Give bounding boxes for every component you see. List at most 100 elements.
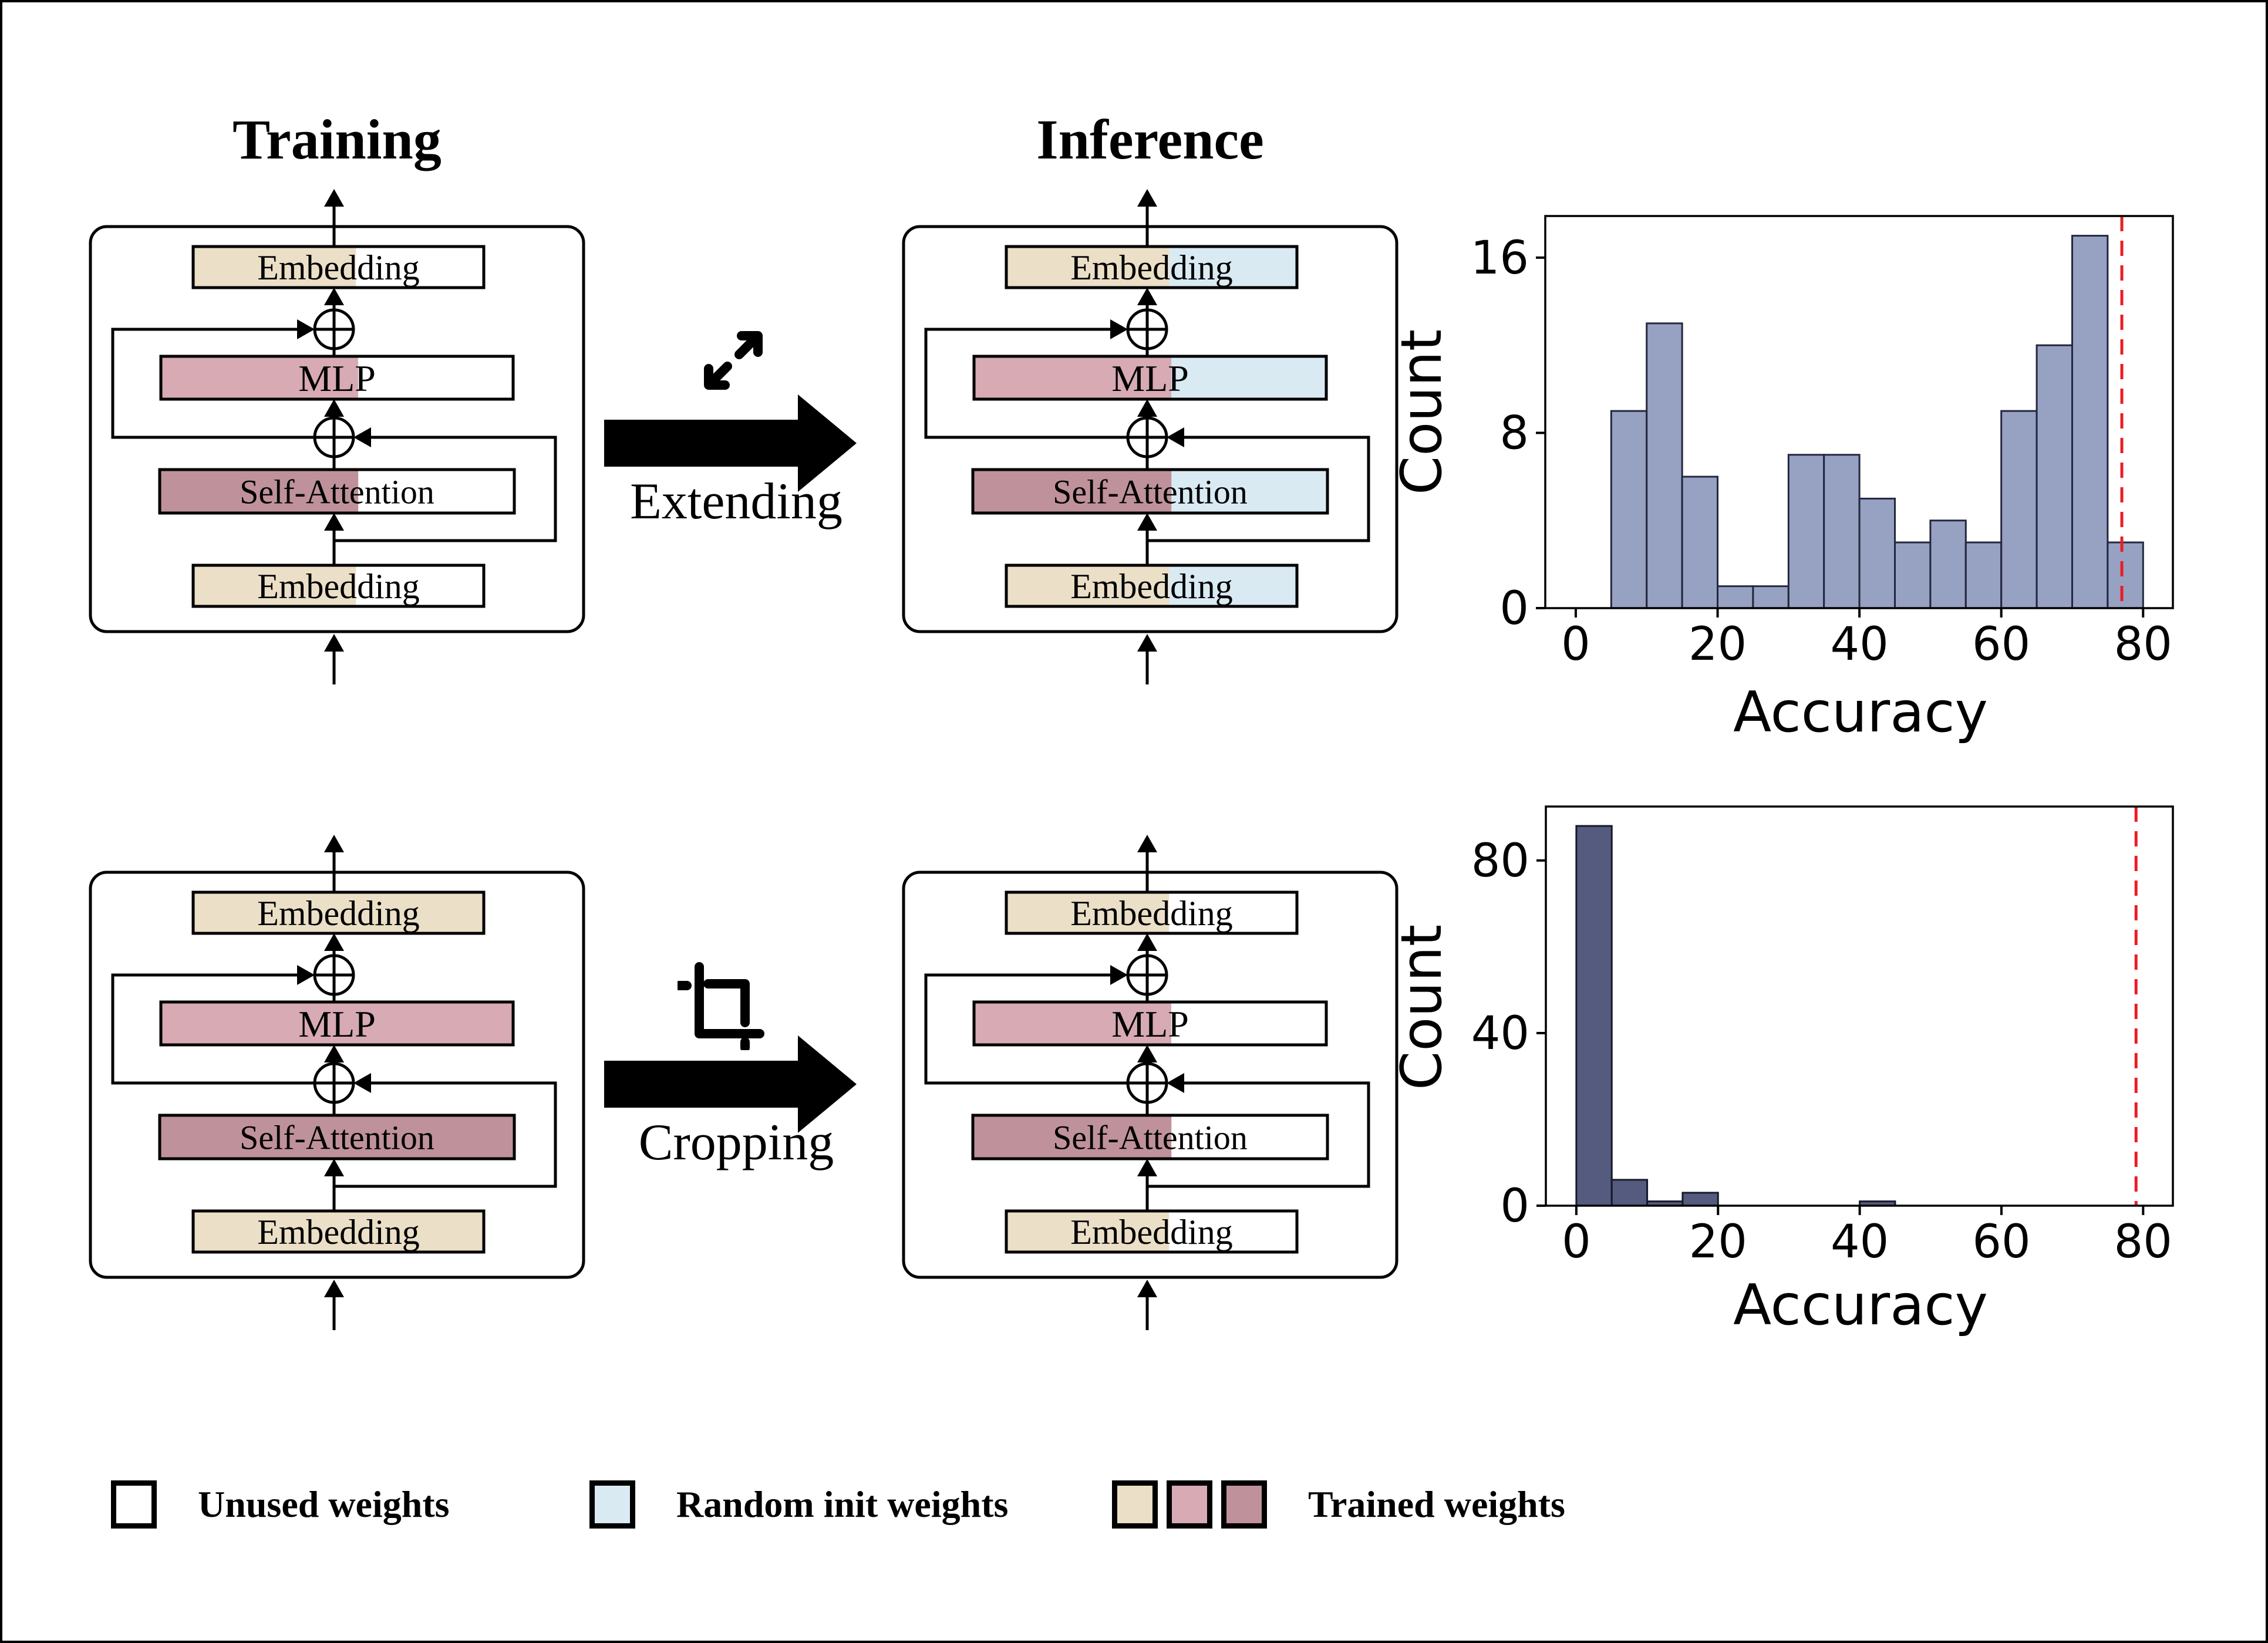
trained-portion	[1006, 247, 1170, 288]
y-tick-label: 0	[1500, 1180, 1529, 1233]
arrowhead-icon	[1167, 1073, 1184, 1093]
y-tick-label: 40	[1471, 1007, 1529, 1060]
block-label: Self-Attention	[240, 1118, 434, 1156]
block-border	[972, 1000, 1328, 1047]
transform-label-extending: Extending	[630, 473, 843, 530]
arrowhead-icon	[353, 1073, 371, 1093]
trained-portion	[160, 470, 359, 513]
histogram-bar	[2071, 235, 2109, 609]
legend-item-trained: Trained weights	[1112, 1480, 1565, 1529]
block-label: Embedding	[1070, 894, 1233, 933]
input-arrow-icon	[324, 1280, 344, 1297]
y-tick-label: 8	[1499, 407, 1529, 460]
block-label: Embedding	[1070, 1213, 1233, 1251]
histogram-bar	[1610, 1179, 1649, 1207]
block-border	[1005, 564, 1299, 608]
histogram-bar	[1858, 497, 1896, 609]
histogram-bar	[1717, 585, 1754, 609]
expand-arrows-icon	[704, 331, 763, 390]
output-arrow-icon	[1137, 835, 1157, 852]
histogram-bar	[1929, 519, 1967, 609]
block-border	[191, 890, 486, 935]
legend-label: Unused weights	[198, 1483, 450, 1525]
block-border	[1005, 245, 1299, 289]
block-border	[159, 1000, 515, 1047]
arrowhead-icon	[1137, 288, 1157, 305]
histogram-bar	[1752, 585, 1790, 609]
legend-color-swatch	[111, 1480, 157, 1529]
block-border	[972, 355, 1328, 401]
column-title-training: Training	[232, 108, 442, 171]
histogram-bar	[1893, 541, 1932, 609]
output-arrow-icon	[324, 189, 344, 207]
histogram-bar	[1964, 541, 2003, 609]
histogram-bar	[1646, 322, 1683, 609]
arrowhead-icon	[324, 513, 344, 531]
block-label: Embedding	[1070, 248, 1233, 287]
trained-portion	[193, 247, 356, 288]
histogram-bar	[1823, 454, 1861, 609]
legend-color-swatch	[589, 1480, 635, 1529]
residual-path-left	[924, 328, 1128, 439]
diagram-inference-cropping: Embedding MLP Self-Attention Embedding	[902, 835, 1398, 1330]
block-label: Embedding	[257, 894, 420, 933]
block-border	[158, 1114, 516, 1160]
transformer-block-outline	[89, 225, 585, 633]
x-tick-label: 0	[1561, 618, 1590, 671]
x-tick-label: 80	[2114, 1216, 2172, 1268]
legend-label: Random init weights	[676, 1483, 1009, 1525]
legend-item-random-init: Random init weights	[589, 1480, 1008, 1529]
histogram-bar	[1575, 825, 1613, 1207]
transformer-block-outline	[902, 871, 1398, 1279]
legend-label: Trained weights	[1308, 1483, 1565, 1525]
cropping-accuracy-histogram: 0 20 40 60 80 0 40 80 Accuracy Count	[1394, 805, 2174, 1338]
arrowhead-icon	[297, 965, 315, 985]
arrowhead-icon	[297, 319, 315, 339]
x-tick-label: 20	[1689, 1216, 1747, 1268]
y-axis-label: Count	[1394, 329, 1454, 495]
arrowhead-icon	[324, 399, 344, 417]
unused-weights-swatch	[111, 1480, 157, 1529]
arrowhead-icon	[353, 427, 371, 447]
legend-color-swatch	[1167, 1480, 1212, 1529]
crop-icon	[678, 962, 764, 1050]
residual-path-right	[1147, 436, 1370, 542]
input-arrow-icon	[1137, 634, 1157, 652]
histogram-bar	[1681, 475, 1719, 609]
block-label: MLP	[298, 357, 376, 399]
x-axis-label: Accuracy	[1733, 1273, 1988, 1338]
trained-portion	[974, 356, 1171, 399]
residual-path-right	[1147, 1081, 1370, 1188]
residual-path-right	[334, 1081, 557, 1188]
histogram-bar	[2107, 541, 2144, 609]
arrowhead-icon	[1110, 319, 1128, 339]
x-axis-label: Accuracy	[1733, 680, 1988, 745]
residual-path-left	[111, 973, 315, 1085]
extending-accuracy-histogram: 0 20 40 60 80 0 8 16 Accuracy Count	[1394, 215, 2174, 745]
trained-portion	[1006, 892, 1170, 933]
residual-path-right	[334, 436, 557, 542]
input-arrow-icon	[324, 634, 344, 652]
arrowhead-icon	[324, 288, 344, 305]
transformer-block-outline	[89, 871, 585, 1279]
trained-portion	[973, 1115, 1172, 1159]
mlp-block	[161, 1002, 513, 1045]
trained-portion	[973, 470, 1172, 513]
block-label: MLP	[298, 1003, 376, 1045]
plot-border	[1545, 805, 2174, 1207]
histogram-bar	[2036, 344, 2073, 609]
diagram-training-extending: Embedding MLP Self-Attention Embedding	[89, 189, 585, 684]
residual-path-left	[924, 973, 1128, 1085]
x-tick-label: 0	[1562, 1216, 1591, 1268]
diagram-training-cropping: Embedding MLP Self-Attention Embedding	[89, 835, 585, 1330]
arrowhead-icon	[324, 933, 344, 951]
x-tick-label: 60	[1972, 618, 2030, 671]
transformer-block-outline	[902, 225, 1398, 633]
column-title-inference: Inference	[1036, 108, 1264, 171]
x-tick-label: 40	[1830, 618, 1888, 671]
y-axis-label: Count	[1394, 925, 1454, 1090]
arrowhead-icon	[1137, 399, 1157, 417]
block-label: MLP	[1111, 1003, 1189, 1045]
transform-arrow-cropping	[604, 1035, 857, 1133]
